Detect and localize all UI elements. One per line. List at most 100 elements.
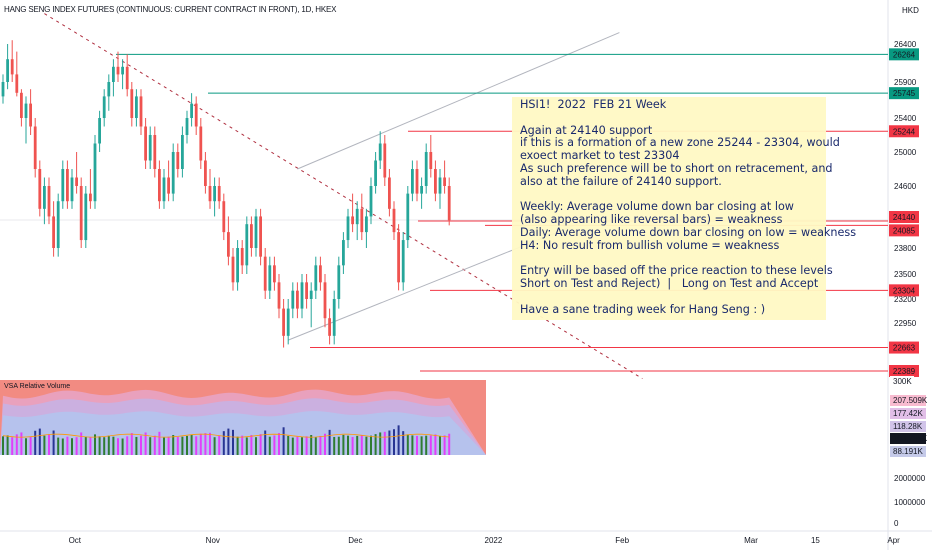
candle-body[interactable]	[176, 152, 180, 169]
volume-bar[interactable]	[222, 431, 225, 455]
volume-bar[interactable]	[305, 436, 308, 455]
volume-bar[interactable]	[98, 436, 101, 455]
volume-bar[interactable]	[199, 433, 202, 455]
candle-body[interactable]	[1, 82, 5, 97]
volume-bar[interactable]	[397, 425, 400, 455]
volume-bar[interactable]	[365, 436, 368, 455]
candle-body[interactable]	[38, 169, 42, 209]
candle-body[interactable]	[29, 103, 32, 127]
volume-bar[interactable]	[356, 435, 359, 455]
volume-bar[interactable]	[241, 435, 244, 455]
candle-body[interactable]	[213, 186, 216, 202]
volume-bar[interactable]	[186, 435, 188, 455]
candle-body[interactable]	[401, 240, 405, 283]
volume-bar[interactable]	[347, 435, 349, 455]
candle-body[interactable]	[443, 177, 446, 187]
volume-bar[interactable]	[204, 433, 207, 455]
volume-bar[interactable]	[11, 437, 14, 455]
candle-body[interactable]	[102, 96, 106, 118]
candle-body[interactable]	[79, 186, 83, 241]
candle-body[interactable]	[231, 256, 235, 283]
candle-body[interactable]	[167, 177, 170, 194]
candle-body[interactable]	[135, 96, 138, 118]
candle-body[interactable]	[56, 201, 60, 248]
volume-bar[interactable]	[34, 430, 37, 455]
volume-bar[interactable]	[411, 435, 414, 455]
volume-bar[interactable]	[342, 434, 345, 455]
volume-bar[interactable]	[328, 429, 331, 455]
candle-body[interactable]	[286, 308, 290, 336]
candle-body[interactable]	[121, 66, 124, 75]
volume-bar[interactable]	[140, 435, 142, 455]
volume-bar[interactable]	[61, 438, 64, 456]
candle-body[interactable]	[70, 177, 74, 202]
volume-bar[interactable]	[167, 436, 170, 455]
candle-body[interactable]	[282, 308, 285, 336]
candle-body[interactable]	[61, 169, 65, 202]
candle-body[interactable]	[20, 92, 23, 118]
candle-body[interactable]	[199, 126, 203, 161]
volume-bar[interactable]	[420, 436, 423, 455]
candle-body[interactable]	[190, 103, 193, 118]
volume-bar[interactable]	[195, 436, 198, 455]
volume-bar[interactable]	[227, 428, 230, 455]
volume-bar[interactable]	[52, 430, 55, 455]
volume-bar[interactable]	[213, 437, 216, 455]
candle-body[interactable]	[181, 135, 184, 169]
candle-body[interactable]	[222, 201, 226, 233]
candle-body[interactable]	[355, 208, 359, 225]
candle-body[interactable]	[259, 216, 262, 257]
candle-body[interactable]	[273, 265, 276, 283]
volume-bar[interactable]	[107, 435, 110, 455]
volume-bar[interactable]	[71, 438, 73, 455]
volume-bar[interactable]	[296, 436, 299, 455]
candle-body[interactable]	[250, 224, 253, 248]
volume-bar[interactable]	[75, 437, 78, 455]
candle-body[interactable]	[263, 256, 267, 291]
volume-bar[interactable]	[57, 437, 60, 455]
volume-bar[interactable]	[172, 435, 175, 455]
candle-body[interactable]	[360, 208, 364, 233]
volume-bar[interactable]	[337, 436, 340, 455]
volume-bar[interactable]	[393, 429, 395, 455]
volume-bar[interactable]	[264, 430, 267, 455]
volume-bar[interactable]	[20, 432, 23, 455]
volume-bar[interactable]	[443, 435, 446, 455]
volume-bar[interactable]	[388, 430, 391, 455]
candle-body[interactable]	[217, 186, 221, 202]
volume-bar[interactable]	[181, 436, 184, 455]
candle-body[interactable]	[383, 143, 387, 178]
candle-body[interactable]	[47, 186, 51, 217]
candle-body[interactable]	[305, 282, 308, 299]
candle-body[interactable]	[392, 208, 396, 233]
candle-body[interactable]	[388, 177, 391, 209]
candle-body[interactable]	[342, 240, 345, 266]
volume-bar[interactable]	[117, 438, 119, 455]
volume-bar[interactable]	[255, 437, 257, 455]
channel-line[interactable]	[297, 32, 620, 170]
candle-body[interactable]	[33, 126, 37, 170]
volume-bar[interactable]	[429, 435, 432, 455]
volume-bar[interactable]	[291, 437, 294, 455]
volume-bar[interactable]	[121, 438, 124, 456]
candle-body[interactable]	[6, 59, 9, 82]
candle-body[interactable]	[296, 290, 299, 309]
candle-body[interactable]	[240, 248, 244, 266]
candle-body[interactable]	[447, 186, 451, 221]
volume-bar[interactable]	[278, 433, 280, 455]
volume-bar[interactable]	[218, 435, 221, 455]
candle-body[interactable]	[52, 216, 55, 248]
volume-bar[interactable]	[383, 431, 386, 455]
volume-bar[interactable]	[425, 435, 428, 455]
candle-body[interactable]	[397, 232, 400, 283]
candle-body[interactable]	[291, 290, 295, 309]
volume-bar[interactable]	[43, 435, 46, 455]
candle-body[interactable]	[24, 103, 28, 118]
volume-bar[interactable]	[153, 435, 156, 455]
candle-body[interactable]	[194, 103, 198, 127]
volume-bar[interactable]	[176, 436, 179, 455]
candle-body[interactable]	[10, 59, 14, 75]
candle-body[interactable]	[98, 118, 101, 144]
candle-body[interactable]	[411, 169, 414, 194]
candle-body[interactable]	[254, 216, 258, 248]
